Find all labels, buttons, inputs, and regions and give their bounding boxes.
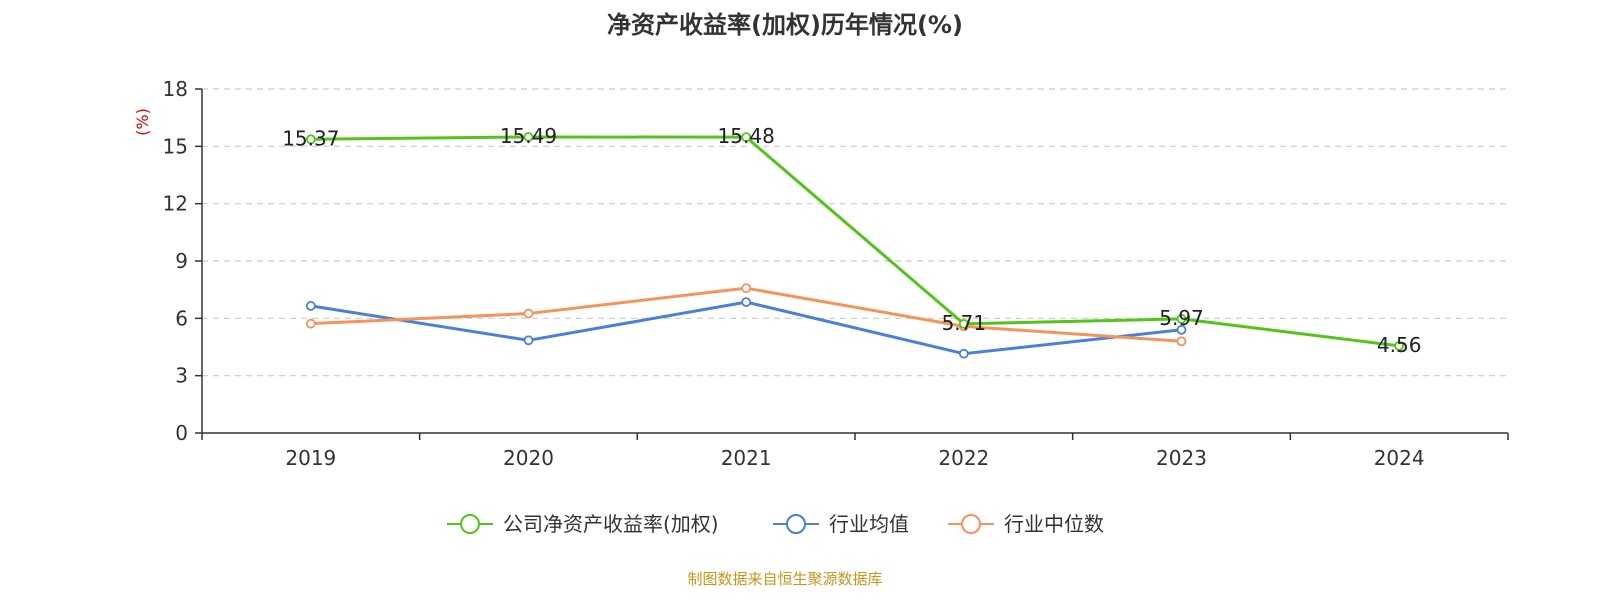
x-tick-label: 2023	[1156, 446, 1207, 470]
legend-item[interactable]: 公司净资产收益率(加权)	[447, 512, 719, 536]
data-point	[958, 318, 969, 329]
legend-marker-icon	[786, 514, 806, 534]
data-point	[1394, 340, 1405, 351]
y-axis-label: (%)	[133, 108, 152, 136]
source-note: 制图数据来自恒生聚源数据库	[687, 570, 882, 588]
data-point	[741, 297, 752, 307]
data-point	[305, 301, 316, 311]
x-tick-label: 2020	[503, 446, 554, 470]
data-point	[741, 283, 752, 294]
data-label: 4.56	[1377, 333, 1422, 357]
legend-label: 行业中位数	[1004, 512, 1104, 536]
data-point	[741, 132, 752, 143]
legend-label: 公司净资产收益率(加权)	[503, 512, 719, 536]
y-tick-label: 15	[163, 134, 188, 158]
legend-marker-icon	[961, 514, 981, 534]
data-label: 15.37	[282, 126, 339, 150]
data-point	[1176, 336, 1187, 347]
data-label: 5.71	[942, 311, 987, 335]
data-point	[958, 348, 969, 359]
legend[interactable]: 公司净资产收益率(加权) 行业均值 行业中位数	[447, 512, 1104, 536]
chart-title: 净资产收益率(加权)历年情况(%)	[607, 11, 963, 39]
axes: 0 3 6 9 12 15 18 2019 2020 2021 2022 2023 2024	[163, 77, 1509, 470]
data-label: 5.97	[1159, 306, 1204, 330]
x-tick-label: 2019	[285, 446, 336, 470]
legend-marker-icon	[460, 514, 480, 534]
data-point	[305, 318, 316, 329]
y-tick-label: 0	[175, 421, 188, 445]
y-tick-label: 6	[175, 306, 188, 330]
x-tick-label: 2022	[938, 446, 989, 470]
data-labels: 15.37 15.49 15.48 5.71 5.97 4.56	[282, 124, 1421, 357]
data-point	[1176, 324, 1187, 335]
y-tick-label: 9	[175, 249, 188, 273]
data-point	[523, 132, 534, 142]
y-tick-label: 3	[175, 364, 188, 388]
x-tick-label: 2024	[1374, 446, 1425, 470]
data-point	[1176, 314, 1187, 324]
legend-label: 行业均值	[829, 512, 909, 536]
series-line	[310, 286, 1182, 343]
y-tick-label: 12	[163, 192, 188, 216]
legend-item[interactable]: 行业中位数	[948, 512, 1104, 536]
data-point	[305, 134, 316, 145]
series-line	[310, 135, 1400, 348]
data-label: 15.49	[500, 124, 557, 148]
data-point	[523, 335, 534, 346]
series-lines	[305, 132, 1405, 359]
y-tick-label: 18	[163, 77, 188, 101]
legend-item[interactable]: 行业均值	[773, 512, 909, 536]
data-point	[523, 308, 534, 319]
data-label: 15.48	[718, 124, 775, 148]
x-tick-label: 2021	[721, 446, 772, 470]
series-line	[310, 300, 1182, 356]
grid-lines	[202, 88, 1508, 377]
